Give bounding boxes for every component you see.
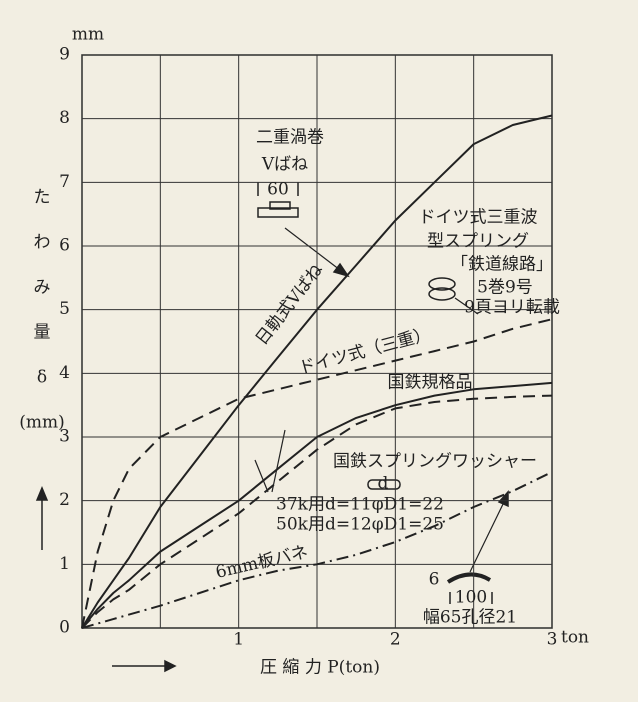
y-axis-label: た [34, 188, 51, 208]
y-axis-label: δ [37, 368, 47, 388]
pointer [284, 227, 341, 271]
x-tick-label: 3 [547, 630, 558, 650]
y-tick-label: 9 [59, 45, 70, 65]
icon-wave [428, 277, 456, 291]
y-axis-label: (mm) [19, 413, 65, 433]
y-axis-label: み [34, 278, 51, 298]
y-tick-label: 8 [59, 108, 70, 128]
x-axis-label: 圧 縮 力 P(ton) [260, 658, 380, 678]
annotation: ドイツ式三重波 [419, 208, 538, 228]
annotation: 100 [455, 588, 487, 608]
pointer [254, 459, 269, 493]
x-tick-label: 1 [233, 630, 244, 650]
annotation: 50k用d=12φD1=25 [276, 515, 444, 535]
x-tick-label: 2 [390, 630, 401, 650]
y-tick-label: 2 [59, 490, 70, 510]
icon-leaf [446, 572, 492, 584]
series-line [81, 114, 553, 629]
annotation: 幅65孔径21 [423, 608, 517, 628]
pointer-head [332, 262, 350, 278]
x-arrowhead [164, 659, 177, 673]
decor-arrows [35, 227, 509, 673]
icon-washer [367, 479, 401, 490]
annotation: 型スプリング [427, 232, 529, 252]
icon-wave [428, 287, 456, 301]
y-tick-label: 6 [59, 236, 70, 256]
annotation: 9頁ヨリ転載 [464, 298, 560, 318]
y-tick-label: 3 [59, 427, 70, 447]
series-line [81, 394, 553, 629]
y-tick-label: 0 [59, 618, 70, 638]
y-tick-label: 5 [59, 299, 70, 319]
annotation: 6 [429, 570, 440, 590]
series-line [81, 381, 553, 629]
icon-spring [257, 207, 299, 218]
pointer [469, 499, 506, 573]
icon-spring [269, 201, 291, 210]
annotation: 37k用d=11φD1=22 [276, 495, 444, 515]
icons [257, 182, 493, 604]
y-arrowhead [35, 486, 49, 501]
annotation: d [378, 474, 389, 494]
y-unit: mm [72, 25, 104, 45]
y-tick-label: 1 [59, 554, 70, 574]
series-label: 国鉄スプリングワッシャー [333, 452, 537, 472]
series-line [81, 318, 553, 629]
annotation: Vばね [261, 155, 308, 175]
pointer [271, 429, 286, 493]
annotation: 二重渦巻 [256, 128, 324, 148]
y-tick-label: 4 [59, 363, 70, 383]
pointer-head [497, 490, 509, 508]
annotation: 「鉄道線路」 [451, 255, 553, 275]
series-label: 国鉄規格品 [388, 373, 473, 393]
y-axis-label: 量 [34, 323, 51, 343]
x-unit: ton [561, 628, 589, 648]
annotation: 5巻9号 [477, 278, 533, 298]
y-tick-label: 7 [59, 172, 70, 192]
annotation: 60 [267, 180, 289, 200]
y-axis-label: わ [34, 233, 51, 253]
